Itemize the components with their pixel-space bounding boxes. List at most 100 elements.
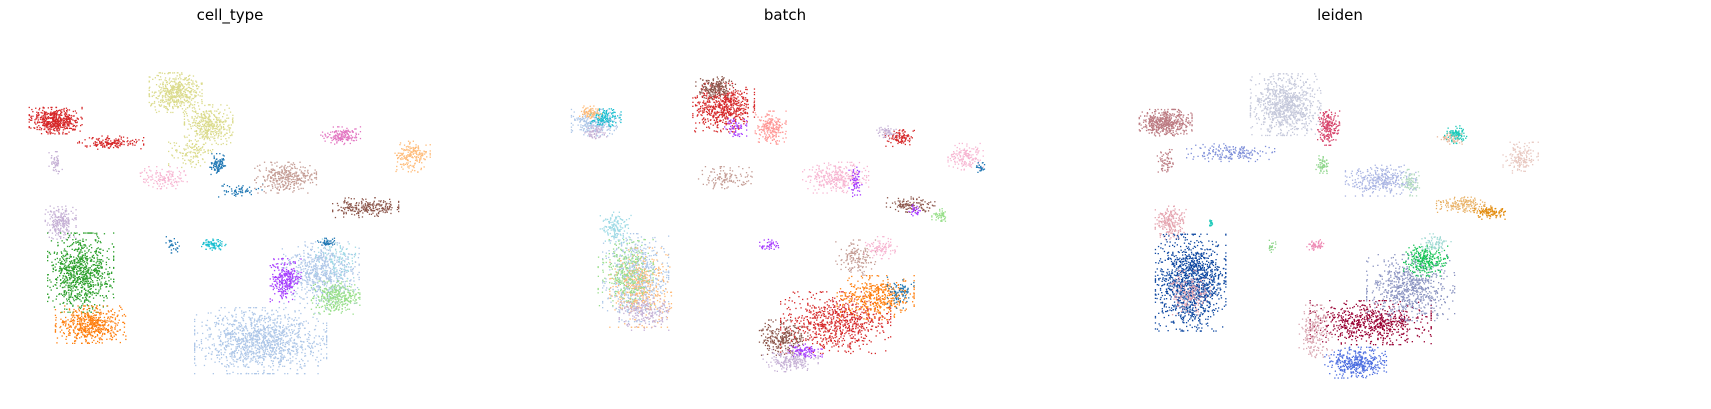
cell-point bbox=[78, 317, 80, 320]
cell-point bbox=[205, 239, 207, 241]
cell-point bbox=[238, 190, 240, 193]
cell-point bbox=[341, 132, 343, 134]
cell-point bbox=[210, 166, 213, 169]
cell-point bbox=[177, 85, 179, 87]
cell-point bbox=[104, 283, 106, 285]
cell-point bbox=[82, 270, 85, 272]
cell-point bbox=[72, 279, 74, 282]
cell-point bbox=[47, 112, 50, 115]
cell-point bbox=[97, 139, 99, 141]
cell-point bbox=[188, 91, 190, 93]
cell-point bbox=[87, 333, 90, 335]
cell-point bbox=[397, 157, 399, 160]
cell-point bbox=[89, 293, 92, 295]
cell-point bbox=[73, 260, 75, 262]
cell-point bbox=[84, 314, 86, 316]
cell-point bbox=[202, 117, 204, 119]
cell-point bbox=[359, 131, 362, 133]
cell-point bbox=[189, 161, 191, 163]
cell-point bbox=[204, 151, 206, 153]
cell-point bbox=[67, 117, 69, 120]
cell-point bbox=[380, 200, 382, 202]
cell-point bbox=[169, 244, 172, 246]
cell-point bbox=[63, 296, 65, 298]
cell-point bbox=[403, 144, 406, 146]
cell-point bbox=[63, 280, 65, 282]
cell-point bbox=[69, 289, 71, 292]
cell-point bbox=[344, 137, 346, 139]
cell-point bbox=[97, 284, 99, 287]
cell-point bbox=[87, 289, 89, 292]
cell-point bbox=[349, 204, 352, 206]
cell-point bbox=[91, 284, 93, 286]
cell-point bbox=[343, 213, 345, 215]
cell-point bbox=[402, 158, 404, 160]
cell-point bbox=[173, 92, 175, 94]
cell-point bbox=[377, 215, 379, 217]
cell-point bbox=[175, 83, 177, 85]
cell-point bbox=[83, 261, 85, 263]
cell-point bbox=[90, 322, 92, 324]
cell-point bbox=[63, 110, 65, 113]
cell-point bbox=[75, 237, 77, 239]
cell-point bbox=[75, 266, 77, 269]
cell-point bbox=[91, 138, 93, 140]
cell-point bbox=[419, 153, 421, 155]
cell-point bbox=[84, 313, 87, 315]
cell-point bbox=[278, 173, 281, 176]
cell-point bbox=[175, 95, 177, 98]
cell-point bbox=[82, 280, 84, 282]
cell-point bbox=[301, 177, 303, 179]
cell-point bbox=[75, 282, 77, 284]
cell-point bbox=[82, 303, 84, 305]
cell-point bbox=[197, 122, 199, 125]
cell-point bbox=[365, 205, 367, 207]
cell-point bbox=[90, 251, 92, 254]
cell-point bbox=[62, 275, 64, 277]
cell-point bbox=[101, 141, 103, 143]
cell-point bbox=[176, 100, 178, 102]
cell-point bbox=[412, 166, 414, 168]
cell-point bbox=[172, 91, 174, 93]
cell-point bbox=[65, 112, 67, 114]
cell-point bbox=[198, 105, 200, 107]
cell-point bbox=[110, 140, 112, 142]
cell-point bbox=[52, 119, 54, 121]
cell-point bbox=[123, 331, 125, 333]
cell-point bbox=[211, 112, 213, 115]
cell-point bbox=[67, 231, 69, 233]
cell-point bbox=[60, 262, 62, 264]
cell-point bbox=[344, 142, 346, 144]
cell-point bbox=[69, 302, 72, 304]
cell-point bbox=[167, 90, 169, 92]
cell-point bbox=[213, 165, 215, 167]
cell-point bbox=[231, 333, 234, 336]
cell-point bbox=[352, 139, 354, 142]
cell-point bbox=[38, 113, 40, 116]
cell-point bbox=[357, 204, 360, 207]
cell-point bbox=[72, 239, 74, 241]
cell-point bbox=[59, 331, 61, 333]
cell-point bbox=[262, 373, 264, 375]
cell-point bbox=[68, 309, 71, 311]
cell-point bbox=[28, 126, 30, 128]
cell-point bbox=[225, 132, 228, 134]
cell-point bbox=[47, 250, 49, 253]
cell-point bbox=[296, 179, 298, 181]
cell-point bbox=[193, 104, 196, 106]
cell-point bbox=[117, 139, 119, 142]
cell-point bbox=[69, 236, 71, 238]
cell-point bbox=[205, 135, 207, 137]
cell-point bbox=[60, 283, 62, 285]
cell-point bbox=[166, 94, 168, 96]
cell-point bbox=[66, 298, 68, 300]
cell-point bbox=[287, 173, 289, 175]
cell-point bbox=[349, 131, 351, 133]
cell-point bbox=[263, 176, 265, 178]
cell-point bbox=[203, 136, 205, 138]
cell-point bbox=[87, 342, 89, 344]
cell-point bbox=[183, 104, 185, 106]
cell-point bbox=[201, 99, 203, 101]
cell-point bbox=[212, 125, 214, 127]
cell-point bbox=[188, 105, 190, 107]
